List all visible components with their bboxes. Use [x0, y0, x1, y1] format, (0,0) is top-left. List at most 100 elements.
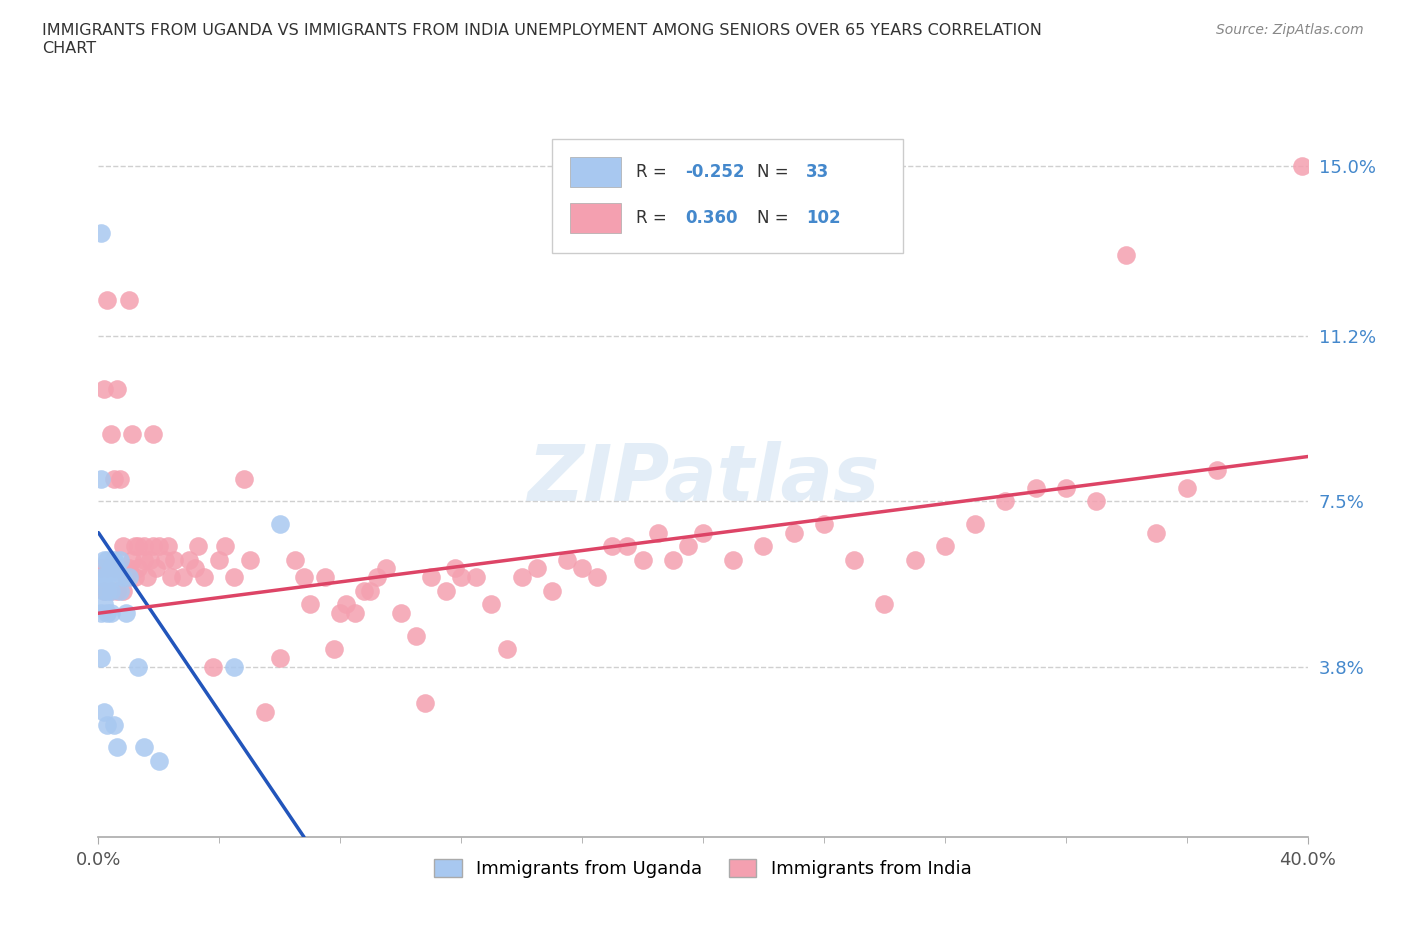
Point [127, 538, 149, 553]
Point [661, 552, 683, 567]
Point [93, 382, 115, 397]
Point [118, 561, 141, 576]
Point [90, 472, 112, 486]
Text: 0.360: 0.360 [685, 208, 737, 227]
Point [108, 561, 131, 576]
Point [179, 552, 201, 567]
Point [434, 583, 457, 598]
Point [366, 570, 388, 585]
Point [904, 552, 927, 567]
Point [93, 597, 115, 612]
Point [844, 552, 866, 567]
Point [114, 570, 136, 585]
Point [124, 570, 146, 585]
Point [335, 597, 357, 612]
Text: ZIPatlas: ZIPatlas [527, 441, 879, 517]
Point [692, 525, 714, 540]
Point [124, 538, 146, 553]
Point [813, 516, 835, 531]
Point [96, 583, 118, 598]
Point [208, 552, 231, 567]
Point [132, 740, 155, 755]
Point [93, 704, 115, 719]
Point [1144, 525, 1167, 540]
Point [103, 570, 125, 585]
Point [389, 605, 412, 620]
Point [111, 583, 134, 598]
Point [163, 552, 186, 567]
Point [90, 605, 112, 620]
Point [156, 538, 179, 553]
Point [127, 561, 149, 576]
Point [224, 570, 246, 585]
Point [121, 552, 143, 567]
Point [344, 605, 367, 620]
Point [96, 605, 118, 620]
Point [103, 472, 125, 486]
Point [323, 642, 346, 657]
Point [111, 538, 134, 553]
Point [148, 538, 170, 553]
Point [510, 570, 533, 585]
Point [153, 552, 176, 567]
Point [103, 718, 125, 733]
Point [495, 642, 517, 657]
Point [132, 538, 155, 553]
Point [413, 696, 436, 711]
Point [374, 561, 396, 576]
Point [105, 583, 128, 598]
Point [631, 552, 654, 567]
Point [96, 561, 118, 576]
Point [184, 561, 207, 576]
Point [723, 552, 745, 567]
Point [90, 651, 112, 666]
Point [93, 583, 115, 598]
Point [118, 570, 141, 585]
Point [105, 382, 128, 397]
Point [103, 561, 125, 576]
Text: N =: N = [758, 164, 794, 181]
Point [100, 583, 122, 598]
Point [1054, 481, 1077, 496]
Text: R =: R = [637, 164, 672, 181]
Point [93, 583, 115, 598]
Point [148, 753, 170, 768]
Point [90, 561, 112, 576]
Point [1206, 462, 1229, 477]
Point [224, 659, 246, 674]
Point [269, 516, 291, 531]
Point [873, 597, 896, 612]
Point [96, 293, 118, 308]
Point [145, 561, 167, 576]
Point [329, 605, 352, 620]
Point [616, 538, 638, 553]
Point [108, 472, 131, 486]
Point [481, 597, 503, 612]
Point [100, 561, 122, 576]
Point [526, 561, 548, 576]
Point [465, 570, 488, 585]
Point [111, 570, 134, 585]
Point [602, 538, 624, 553]
Point [108, 583, 131, 598]
Point [96, 570, 118, 585]
Point [100, 583, 122, 598]
Point [647, 525, 669, 540]
Point [284, 552, 307, 567]
Point [586, 570, 609, 585]
Point [555, 552, 578, 567]
Point [450, 570, 472, 585]
Point [135, 570, 157, 585]
Point [214, 538, 236, 553]
Point [965, 516, 987, 531]
Point [752, 538, 775, 553]
Point [93, 570, 115, 585]
Point [239, 552, 262, 567]
Point [783, 525, 806, 540]
Point [121, 427, 143, 442]
Point [994, 494, 1017, 509]
Text: 33: 33 [806, 164, 830, 181]
Point [676, 538, 699, 553]
Text: N =: N = [758, 208, 794, 227]
Point [105, 740, 128, 755]
